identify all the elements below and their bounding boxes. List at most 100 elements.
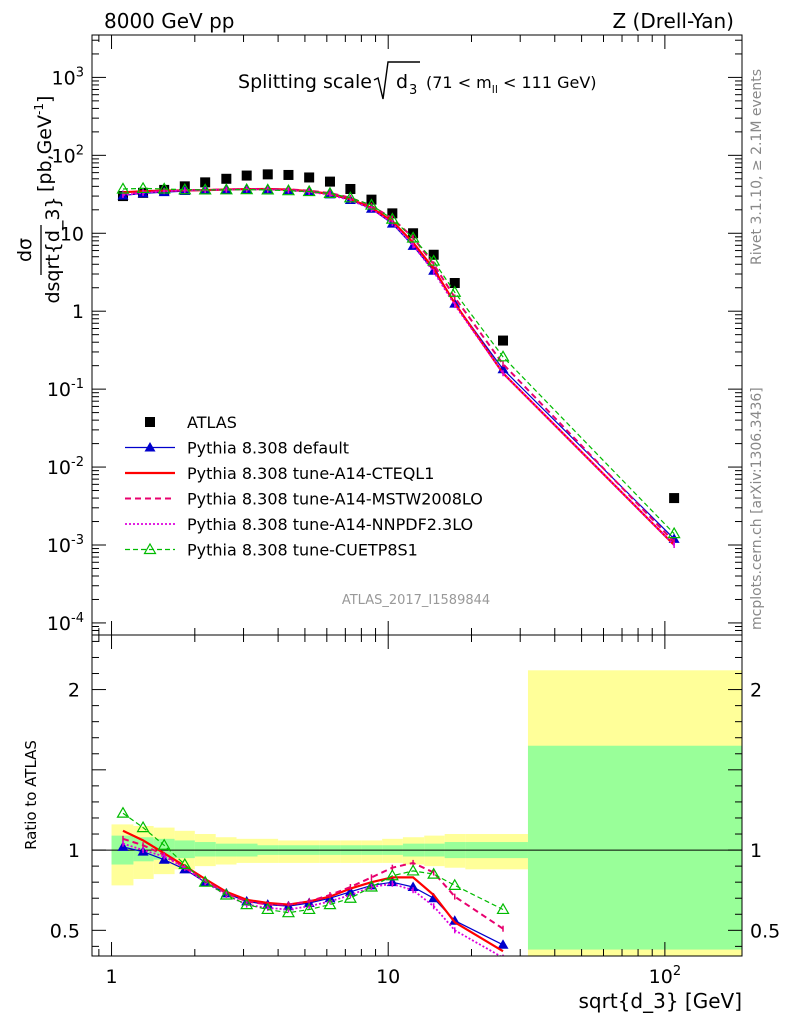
legend-label: Pythia 8.308 default [187,439,349,458]
header-right: Z (Drell-Yan) [612,9,734,33]
ratio-series-point [406,864,420,876]
atlas-point [221,173,232,184]
series-point [261,183,275,195]
ratio-series-point [178,857,192,870]
ratio-series-point [219,888,233,900]
ratio-y-tick-label-right: 0.5 [750,920,780,942]
xlabel: sqrt{d_3} [GeV] [579,989,743,1013]
series-point [385,212,399,224]
ratio-series-point [302,902,316,915]
series-point [667,526,681,539]
legend-label: Pythia 8.308 tune-A14-NNPDF2.3LO [187,515,473,534]
series-line [122,188,675,540]
ratio-series-point [136,820,150,833]
legend-entry-1: Pythia 8.308 default [125,439,349,458]
ratio-series-point [364,880,379,892]
ratio-series-point [240,897,254,910]
series-point [427,254,441,266]
uncertainty-band-stat [527,745,742,950]
x-tick-label: 102 [649,964,681,988]
ratio-series-point [449,915,461,925]
legend-symbol [144,442,156,452]
y-tick-exponent: -4 [71,611,84,626]
x-tick-exponent: 2 [673,964,681,979]
legend-entry-0: ATLAS [145,413,237,432]
ratio-y-tick-label: 1 [68,840,80,862]
legend-label: ATLAS [187,413,237,432]
ratio-series-point [427,867,441,879]
legend-label: Pythia 8.308 tune-A14-CTEQL1 [187,464,434,483]
legend-entry-5: Pythia 8.308 tune-CUETP8S1 [125,541,418,560]
y-tick-label: 10-2 [47,455,84,479]
y-tick-label: 102 [52,143,84,167]
series-5 [116,181,681,539]
header-left: 8000 GeV pp [104,9,235,33]
ratio-series-point [497,939,509,949]
y-tick-label: 10 [60,223,84,245]
ratio-series-point [198,875,212,887]
atlas-point [345,183,356,194]
series-point [448,285,462,297]
legend-label: Pythia 8.308 tune-CUETP8S1 [187,541,418,560]
ratio-series-point [116,806,130,818]
ratio-series-point [496,902,510,915]
series-point [406,231,420,243]
ratio-series-point [261,902,275,915]
series-point [136,181,150,194]
legend-label: Pythia 8.308 tune-A14-MSTW2008LO [187,490,483,509]
legend-symbol [145,417,155,427]
main-plot-area [116,169,681,548]
legend-entry-4: Pythia 8.308 tune-A14-NNPDF2.3LO [125,515,473,534]
y-tick-exponent: -3 [71,533,84,548]
ratio-series-point [448,878,462,890]
plot-title: Splitting scale √d₃ d 3 (71 < mll < 111 … [238,61,597,100]
ratio-axes: 0.5 0.5 1 1 2 2 1 10 102 [50,635,780,988]
y-tick-label: 10-1 [47,377,84,401]
series-point [116,182,130,194]
legend: ATLAS Pythia 8.308 default Pythia 8.308 tu… [125,413,483,560]
ratio-series-point [157,838,171,850]
plot-title-text: Splitting scale [238,71,372,93]
ratio-series-line [122,812,504,914]
series-point [323,186,337,198]
analysis-id: ATLAS_2017_I1589844 [342,593,490,608]
legend-symbol [143,542,157,555]
atlas-point [324,176,335,187]
x-tick-label: 1 [105,966,117,988]
ratio-series-point [343,891,357,903]
ratio-y-tick-label-right: 2 [750,680,762,702]
series-point [364,198,379,210]
rivet-version: Rivet 3.1.10, ≥ 2.1M events [749,69,765,265]
series-point [343,191,357,203]
ratio-series-point [385,869,399,881]
y-tick-exponent: -2 [71,455,84,470]
ratio-series-point [344,886,356,896]
y-tick-exponent: 2 [76,143,84,158]
ratio-y-tick-label: 0.5 [50,920,80,942]
ratio-series-point [281,905,295,918]
ratio-y-tick-label: 2 [68,680,80,702]
main-axes: 10-4 10-3 10-2 10-1 1 10 102 103 [47,35,742,636]
uncertainty-band-stat [194,842,216,857]
plot-title-sub3: 3 [409,83,417,98]
series-point [240,182,254,195]
atlas-point [449,278,460,289]
ratio-series-point [323,897,337,910]
atlas-point [241,170,252,181]
y-tick-exponent: -1 [71,377,84,392]
ratio-series-point [407,881,419,891]
sqrt-symbol [373,61,420,100]
series-point [157,182,171,194]
series-point [219,183,233,195]
ylabel-denominator: dsqrt{d_3} [42,196,64,303]
series-point [496,350,510,362]
series-point [178,183,192,195]
y-tick-exponent: 3 [76,65,84,80]
y-tick-label: 1 [72,301,84,323]
atlas-point [669,493,680,504]
ratio-panel: 0.5 0.5 1 1 2 2 1 10 102 [50,634,780,988]
main-panel: 10-4 10-3 10-2 10-1 1 10 102 103 [47,34,743,636]
atlas-point [498,335,509,346]
series-point [302,184,316,197]
